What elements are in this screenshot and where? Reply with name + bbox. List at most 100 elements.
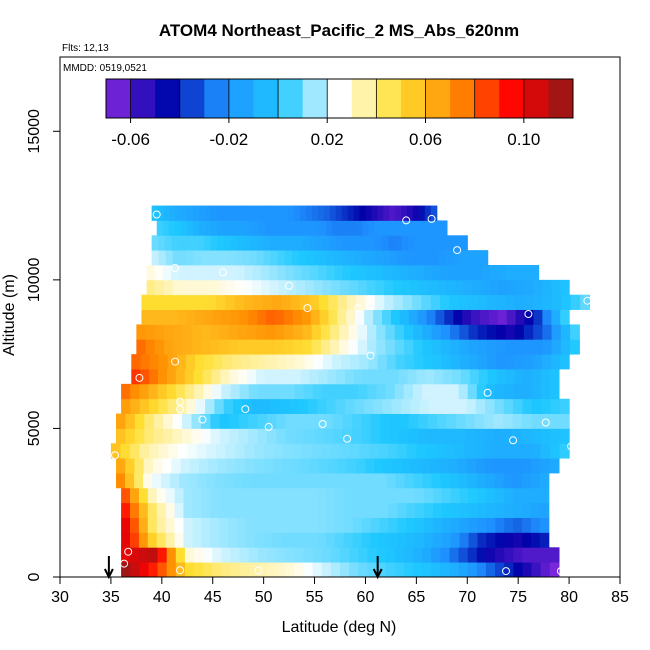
heatmap-cell [237,339,248,355]
heatmap-cell [256,324,267,340]
heatmap-cell [432,487,443,504]
heatmap-cell [219,517,229,533]
heatmap-cell [172,279,183,296]
heatmap-cell [496,324,507,340]
heatmap-cell [322,279,333,296]
heatmap-cell [422,383,432,400]
heatmap-cell [228,517,238,533]
heatmap-cell [309,369,319,385]
y-tick-label: 5000 [26,411,43,447]
heatmap-cell [375,235,383,251]
heatmap-cell [229,220,236,236]
heatmap-cell [495,487,505,504]
heatmap-cell [486,517,496,533]
heatmap-cell [410,250,419,266]
heatmap-cell [496,339,507,355]
heatmap-cell [530,443,542,459]
heatmap-cell [234,279,244,296]
heatmap-cell [240,354,251,370]
heatmap-cell [384,294,395,310]
heatmap-cell [445,443,456,459]
heatmap-cell [309,458,320,474]
heatmap-cell [337,458,348,474]
heatmap-cell [183,502,193,518]
heatmap-cell [125,428,136,444]
heatmap-cell [140,354,151,370]
heatmap-cell [319,458,329,474]
heatmap-cell [154,265,164,281]
heatmap-cell [467,547,478,563]
heatmap-cell [206,473,216,489]
heatmap-cell [478,369,489,385]
heatmap-cell [162,458,172,474]
heatmap-cell [323,473,333,489]
heatmap-cell [440,339,451,355]
heatmap-cell [399,265,409,281]
heatmap-cell [429,458,440,474]
heatmap-cell [370,532,381,548]
heatmap-cell [474,413,485,429]
heatmap-cell [182,339,193,355]
heatmap-cell [130,487,140,504]
x-tick-label: 80 [560,589,578,606]
heatmap-cell [222,205,230,221]
heatmap-cell [580,294,591,310]
heatmap-cell [357,324,368,340]
heatmap-cell [170,473,180,489]
heatmap-cell [165,502,176,518]
heatmap-cell [401,205,408,221]
heatmap-cell [412,547,423,563]
heatmap-cell [180,220,188,236]
heatmap-cell [245,502,256,518]
heatmap-cell [391,398,402,414]
heatmap-cell [353,205,361,221]
heatmap-cell [503,398,514,414]
heatmap-cell [134,413,145,429]
heatmap-cell [330,562,341,578]
heatmap-cell [533,309,543,325]
heatmap-cell [263,235,271,251]
heatmap-cell [235,250,244,266]
heatmap-cell [457,458,468,474]
heatmap-cell [532,369,542,385]
heatmap-cell [314,413,325,429]
heatmap-cell [192,532,202,548]
heatmap-cell [276,205,283,221]
heatmap-cell [224,473,234,489]
heatmap-cell [397,517,407,533]
colorbar-tick-label: -0.02 [210,130,249,149]
heatmap-cell [393,279,403,296]
heatmap-cell [228,324,239,340]
heatmap-cell [330,383,341,400]
heatmap-cell [440,562,451,578]
heatmap-cell [161,473,171,489]
heatmap-cell [136,339,147,355]
heatmap-cell [370,487,381,504]
heatmap-cell [426,309,437,325]
heatmap-cell [440,220,448,236]
heatmap-cell [371,369,382,385]
heatmap-cell [230,562,241,578]
heatmap-cell [455,428,466,444]
heatmap-cell [432,502,443,518]
heatmap-cell [334,265,344,281]
heatmap-cell [403,562,414,578]
sample-point [402,216,411,225]
heatmap-cell [423,354,433,370]
heatmap-cell [163,205,171,221]
heatmap-cell [330,324,340,340]
heatmap-cell [171,458,182,474]
heatmap-cell [288,205,295,221]
heatmap-cell [376,324,387,340]
heatmap-cell [330,547,341,563]
heatmap-cell [432,517,443,533]
heatmap-cell [361,502,372,518]
heatmap-cell [219,324,230,340]
heatmap-cell [217,220,224,236]
heatmap-cell [507,279,517,296]
heatmap-cell [540,458,551,474]
heatmap-cell [158,354,169,370]
heatmap-cell [263,443,274,459]
heatmap-cell [330,339,340,355]
heatmap-cell [141,309,151,325]
